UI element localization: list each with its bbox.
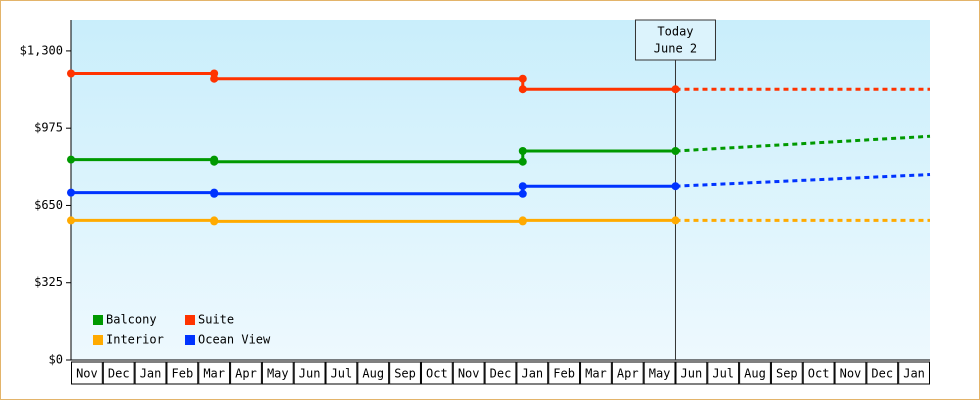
x-tick-label: Nov xyxy=(458,367,480,381)
price-point xyxy=(518,182,527,191)
legend-swatch xyxy=(185,335,195,345)
x-tick-label: Sep xyxy=(394,367,416,381)
x-tick-cell xyxy=(230,361,262,385)
x-tick-cell xyxy=(611,361,644,385)
x-tick-cell xyxy=(261,361,294,385)
x-tick-cell xyxy=(866,361,899,385)
price-point xyxy=(67,155,75,164)
x-tick-label: Aug xyxy=(744,367,766,381)
legend-swatch xyxy=(93,335,103,345)
today-box xyxy=(634,19,716,61)
x-tick-label: Jan xyxy=(903,367,925,381)
price-point xyxy=(67,188,75,197)
x-tick-cell xyxy=(198,361,231,385)
price-point xyxy=(671,182,680,191)
x-tick-label: Oct xyxy=(808,367,830,381)
x-tick-cell xyxy=(102,361,135,385)
x-tick-label: Mar xyxy=(585,367,607,381)
legend-label: Balcony xyxy=(106,313,157,327)
legend-label: Interior xyxy=(106,333,164,347)
forecast-line xyxy=(675,134,931,153)
x-tick-label: Oct xyxy=(426,367,448,381)
price-line xyxy=(71,184,676,196)
plot-area xyxy=(71,20,930,360)
x-tick-cell xyxy=(484,361,517,385)
x-tick-label: Jul xyxy=(331,367,353,381)
price-line xyxy=(71,218,676,223)
y-tick-label: $650 xyxy=(34,198,63,212)
x-tick-cell xyxy=(325,361,358,385)
x-tick-label: Aug xyxy=(362,367,384,381)
x-tick-cell xyxy=(739,361,771,385)
x-tick-label: Mar xyxy=(203,367,225,381)
legend-swatch xyxy=(93,315,103,325)
price-point xyxy=(67,69,75,78)
x-tick-cell xyxy=(293,361,326,385)
x-tick-cell xyxy=(516,361,549,385)
x-tick-label: Dec xyxy=(490,367,512,381)
x-tick-cell xyxy=(420,361,453,385)
x-tick-label: Dec xyxy=(871,367,893,381)
price-point xyxy=(518,147,527,156)
price-point xyxy=(671,85,680,94)
x-tick-label: Jul xyxy=(712,367,734,381)
x-tick-cell xyxy=(71,361,103,385)
x-tick-label: Jun xyxy=(299,367,321,381)
price-point xyxy=(518,189,527,198)
x-tick-cell xyxy=(898,361,930,385)
x-tick-cell xyxy=(802,361,835,385)
price-line xyxy=(71,71,676,91)
today-label: Today xyxy=(657,25,693,39)
price-point xyxy=(210,189,219,198)
x-tick-cell xyxy=(580,361,612,385)
x-tick-label: Nov xyxy=(76,367,98,381)
price-point xyxy=(210,157,219,166)
x-tick-cell xyxy=(770,361,803,385)
legend-label: Suite xyxy=(198,313,234,327)
x-tick-cell xyxy=(643,361,676,385)
x-tick-cell xyxy=(166,361,199,385)
legend-label: Ocean View xyxy=(198,333,271,347)
x-tick-cell xyxy=(834,361,867,385)
price-point xyxy=(210,74,219,83)
x-tick-cell xyxy=(548,361,581,385)
x-tick-label: Jun xyxy=(681,367,703,381)
x-tick-label: Dec xyxy=(108,367,130,381)
x-tick-label: Sep xyxy=(776,367,798,381)
x-tick-cell xyxy=(707,361,740,385)
x-tick-label: Feb xyxy=(553,367,575,381)
x-tick-label: Nov xyxy=(840,367,862,381)
legend-swatch xyxy=(185,315,195,325)
y-tick-label: $0 xyxy=(49,353,63,367)
y-tick-label: $325 xyxy=(34,275,63,289)
price-point xyxy=(518,216,527,225)
x-tick-label: Jan xyxy=(521,367,543,381)
x-tick-cell xyxy=(675,361,708,385)
price-point xyxy=(210,217,219,226)
x-tick-label: Apr xyxy=(617,367,639,381)
price-point xyxy=(671,216,680,225)
x-tick-label: Feb xyxy=(172,367,194,381)
price-line xyxy=(71,149,676,164)
x-tick-label: Apr xyxy=(235,367,257,381)
x-tick-cell xyxy=(357,361,390,385)
price-point xyxy=(518,157,527,166)
x-tick-cell xyxy=(389,361,421,385)
price-point xyxy=(671,147,680,156)
y-tick-label: $1,300 xyxy=(20,43,63,57)
y-tick-label: $975 xyxy=(34,121,63,135)
price-point xyxy=(518,85,527,94)
x-tick-label: May xyxy=(649,367,671,381)
price-point xyxy=(67,216,75,225)
x-tick-cell xyxy=(134,361,167,385)
today-label: June 2 xyxy=(654,42,697,56)
x-tick-label: May xyxy=(267,367,289,381)
price-point xyxy=(518,74,527,83)
x-tick-label: Jan xyxy=(140,367,162,381)
forecast-line xyxy=(675,173,931,188)
x-tick-cell xyxy=(452,361,485,385)
